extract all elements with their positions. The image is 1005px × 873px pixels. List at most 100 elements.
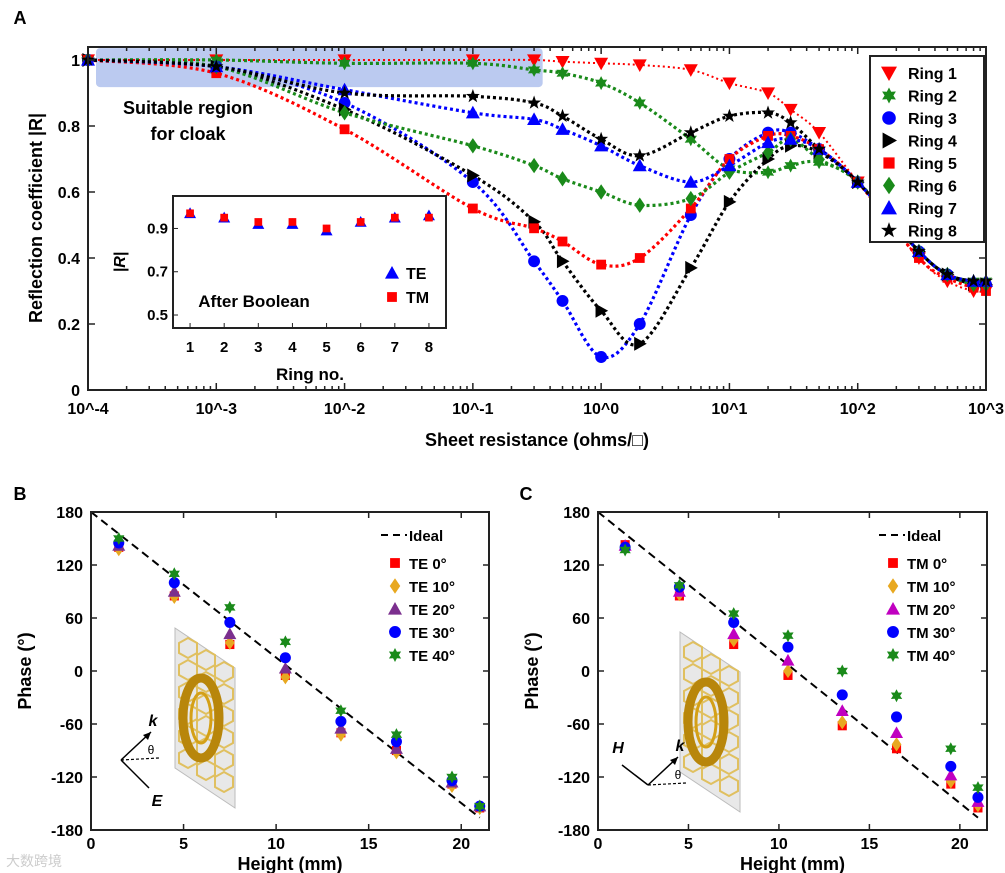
data-point-tm20	[727, 627, 741, 640]
legend-label: TE 40°	[409, 648, 455, 665]
inset-legend-label: TE	[406, 266, 427, 283]
field-vector-arrow	[120, 759, 150, 789]
legend-label: Ring 4	[908, 134, 957, 151]
y-tick-label: -180	[51, 823, 83, 840]
legend-marker	[882, 132, 897, 149]
data-point-tm30	[891, 711, 903, 723]
data-point-tm30	[728, 616, 740, 628]
inset-y-tick-label: 0.7	[147, 264, 168, 281]
data-point-te20	[167, 585, 181, 597]
inset-axes-box	[172, 195, 447, 329]
field-label: H	[612, 740, 624, 757]
inset-x-tick-label: 2	[220, 339, 228, 356]
legend-label: TE 0°	[409, 556, 447, 573]
inset-x-axis-label: Ring no.	[276, 365, 344, 384]
data-point-ring-1	[555, 56, 570, 69]
data-point-ring-3	[528, 255, 541, 268]
legend-marker	[882, 87, 896, 104]
y-tick-label: 1	[71, 53, 80, 70]
x-tick-label: 10^0	[583, 401, 619, 418]
y-axis-label: Phase (°)	[522, 632, 542, 709]
legend-label: TM 30°	[907, 625, 956, 642]
watermark: 大数跨境	[6, 853, 62, 869]
data-point-ring-8	[594, 131, 609, 146]
panel-c-chart: kθ H 0 5 10 15 20 180 120 60 0 -60 -120 -180 Height (m…	[522, 505, 988, 873]
data-point-ring-2	[633, 95, 646, 110]
data-point-tm20	[890, 726, 904, 739]
y-tick-label: 0.8	[58, 119, 80, 136]
data-point-ring-5	[596, 259, 607, 270]
legend-marker	[886, 602, 900, 615]
incidence-diagram: kθ E	[120, 713, 164, 810]
x-tick-label: 0	[87, 836, 96, 853]
legend-marker	[389, 626, 401, 638]
data-point-tm40	[728, 607, 740, 621]
data-point-tm10	[891, 737, 902, 752]
data-point-te10	[280, 670, 291, 685]
data-point-ring-7	[594, 138, 609, 152]
inset-x-tick-label: 5	[322, 339, 330, 356]
data-point-te40	[335, 704, 347, 718]
legend-marker	[390, 558, 400, 568]
data-point-ring-5	[685, 203, 696, 214]
data-point-ring-5	[529, 223, 539, 234]
x-axis-label: Height (mm)	[238, 854, 343, 873]
legend-label: TM 20°	[907, 602, 956, 619]
data-point-tm40	[782, 629, 794, 643]
data-point-te40	[474, 799, 486, 813]
y-axis-label: Reflection coefficient |R|	[26, 113, 46, 323]
data-point-ring-7	[722, 158, 737, 172]
data-point-ring-6	[762, 144, 774, 161]
inset-data-point-tm	[288, 218, 297, 226]
data-point-ring-4	[723, 194, 737, 209]
series-curve-ring-1	[88, 58, 987, 293]
data-point-ring-8	[812, 141, 827, 155]
field-vector-arrow	[621, 764, 649, 786]
data-point-ring-4	[685, 260, 698, 275]
ideal-line	[597, 511, 979, 819]
data-point-ring-5	[467, 203, 478, 214]
inset-x-tick-label: 3	[254, 339, 262, 356]
legend-marker	[881, 66, 897, 81]
y-tick-label: -120	[51, 770, 83, 787]
y-tick-label: -60	[60, 717, 83, 734]
data-point-ring-4	[634, 336, 647, 351]
legend-label: TM 0°	[907, 556, 947, 573]
data-point-ring-1	[761, 87, 776, 100]
legend-label: Ring 2	[908, 89, 957, 106]
data-point-tm40	[890, 689, 903, 703]
x-tick-label: 0	[594, 836, 603, 853]
legend-marker	[881, 222, 897, 238]
data-point-tm40	[673, 578, 685, 592]
data-point-tm30	[945, 760, 957, 772]
inset-data-point-tm	[254, 218, 263, 226]
y-tick-label: 180	[56, 505, 83, 522]
y-axis-label: Phase (°)	[15, 632, 35, 709]
hexagon-cell	[683, 640, 703, 664]
y-tick-label: 60	[572, 611, 590, 628]
inset-data-point-tm	[322, 224, 331, 233]
incidence-diagram: kθ H	[612, 738, 687, 786]
data-point-ring-8	[850, 174, 865, 188]
data-point-ring-5	[339, 124, 350, 135]
data-point-ring-3	[556, 294, 569, 307]
y-tick-label: 0.4	[58, 251, 80, 268]
inset-data-point-tm	[390, 213, 399, 222]
y-tick-label: 60	[65, 611, 83, 628]
panel-label-b: B	[14, 484, 27, 504]
data-point-ring-4	[467, 168, 480, 183]
inset-data-point-tm	[186, 209, 194, 218]
legend-marker	[883, 157, 895, 169]
hexagon-cell	[719, 774, 739, 798]
data-point-tm40	[945, 742, 957, 756]
data-point-tm40	[972, 781, 984, 795]
y-tick-label: -120	[558, 770, 590, 787]
y-tick-label: 0	[74, 664, 83, 681]
panel-label-a: A	[14, 8, 27, 28]
legend-label: TE 30°	[409, 625, 455, 642]
theta-label: θ	[148, 743, 155, 757]
inset-data-point-tm	[220, 213, 229, 222]
x-tick-label: 10^1	[711, 401, 747, 418]
legend-label: Ring 1	[908, 66, 957, 83]
suitable-region-highlight	[96, 48, 543, 88]
